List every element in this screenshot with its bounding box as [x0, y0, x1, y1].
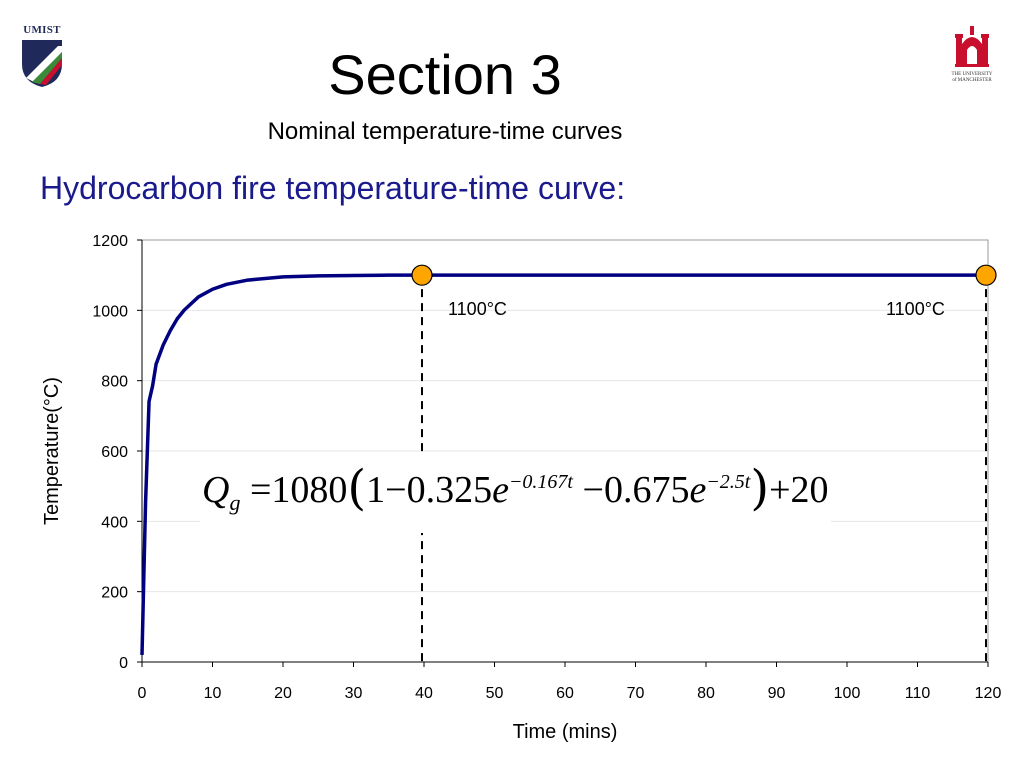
slide-title: Section 3 — [328, 43, 562, 106]
formula-b: 0.675 — [603, 469, 690, 511]
section-heading: Hydrocarbon fire temperature-time curve: — [40, 170, 626, 206]
umist-logo: UMIST — [14, 24, 76, 92]
x-tick-label: 120 — [975, 685, 1002, 702]
temperature-curve — [140, 273, 988, 656]
data-marker — [975, 264, 997, 286]
formula-close-paren: ) — [750, 460, 770, 516]
x-tick-label: 100 — [834, 685, 861, 702]
formula-exponent-2: −2.5t — [706, 471, 751, 493]
formula-e2: e — [689, 469, 707, 511]
y-tick-label: 1200 — [92, 233, 128, 250]
y-axis-title: Temperature(°C) — [41, 377, 63, 525]
x-tick-label: 90 — [768, 685, 786, 702]
x-tick-label: 20 — [274, 685, 292, 702]
x-tick-label: 40 — [415, 685, 433, 702]
x-tick-label: 10 — [204, 685, 222, 702]
x-tick-label: 30 — [345, 685, 363, 702]
formula-minus-2: − — [582, 469, 604, 511]
data-marker — [411, 264, 433, 286]
manchester-crest-icon — [955, 26, 989, 67]
manchester-logo-text: THE UNIVERSITY of MANCHESTER — [944, 72, 1000, 84]
y-tick-label: 1000 — [92, 303, 128, 320]
umist-shield-icon — [22, 40, 62, 87]
slide-subtitle: Nominal temperature-time curves — [267, 118, 623, 145]
x-tick-label: 110 — [905, 685, 931, 702]
formula-lhs: Q — [202, 469, 230, 511]
x-axis-title: Time (mins) — [513, 721, 618, 743]
x-tick-label: 80 — [697, 685, 715, 702]
formula-plus: + — [769, 469, 791, 511]
manchester-logo-line-2: of MANCHESTER — [952, 78, 992, 83]
formula-minus-1: − — [385, 469, 407, 511]
formula-open-paren: ( — [347, 460, 367, 516]
formula-a: 0.325 — [406, 469, 493, 511]
formula-lhs-subscript: g — [229, 490, 241, 515]
manchester-logo: THE UNIVERSITY of MANCHESTER — [944, 24, 1000, 94]
formula-constant: 20 — [790, 469, 829, 511]
manchester-logo-line-1: THE UNIVERSITY — [951, 72, 993, 77]
formula-coefficient: 1080 — [271, 469, 348, 511]
y-tick-label: 400 — [101, 514, 128, 531]
x-tick-label: 50 — [486, 685, 504, 702]
y-tick-label: 600 — [101, 444, 128, 461]
formula-e1: e — [492, 469, 509, 511]
y-tick-label: 200 — [101, 585, 128, 602]
x-tick-label: 60 — [556, 685, 574, 702]
x-tick-label: 70 — [627, 685, 645, 702]
formula-one: 1 — [366, 469, 386, 511]
hydrocarbon-formula: Qg =1080(1−0.325e−0.167t −0.675e−2.5t)+2… — [200, 452, 831, 533]
y-tick-label: 0 — [119, 655, 128, 672]
y-tick-label: 800 — [101, 374, 128, 391]
umist-logo-text: UMIST — [23, 24, 61, 36]
formula-equals: = — [249, 469, 272, 511]
formula-exponent-1: −0.167t — [508, 471, 573, 493]
x-tick-label: 0 — [138, 685, 147, 702]
marker-label: 1100°C — [886, 299, 945, 319]
marker-label: 1100°C — [448, 299, 507, 319]
